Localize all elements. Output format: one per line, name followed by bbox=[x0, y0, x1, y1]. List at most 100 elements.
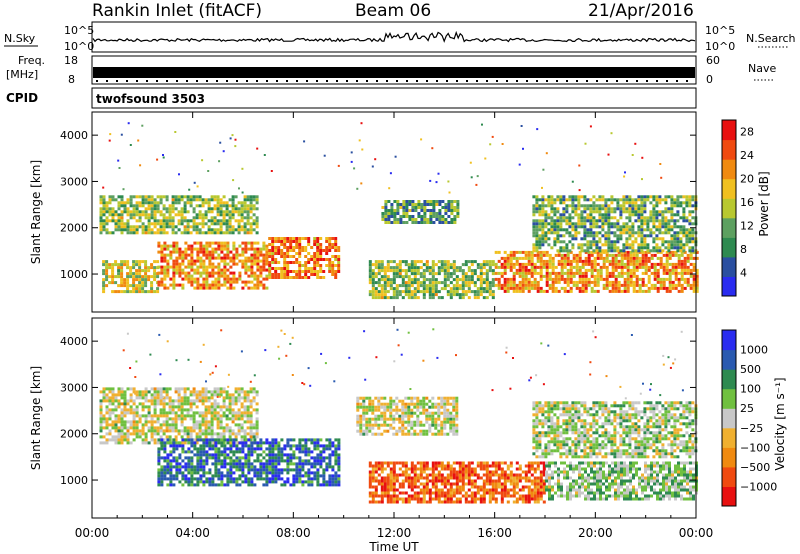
echo-cell bbox=[512, 253, 516, 257]
echo-cell bbox=[569, 289, 573, 293]
nave-dot bbox=[186, 80, 188, 82]
echo-cell bbox=[497, 277, 501, 281]
echo-cell bbox=[533, 286, 537, 290]
echo-cell bbox=[680, 259, 684, 263]
echo-cell bbox=[386, 296, 390, 300]
echo-cell bbox=[695, 271, 699, 275]
echo-cell bbox=[374, 423, 378, 427]
echo-cell bbox=[214, 265, 218, 269]
echo-cell bbox=[554, 289, 558, 293]
echo-cell bbox=[177, 429, 181, 433]
echo-cell bbox=[225, 201, 229, 205]
echo-cell bbox=[120, 402, 124, 406]
echo-cell bbox=[530, 271, 534, 275]
echo-cell bbox=[180, 216, 184, 220]
echo-cell bbox=[241, 265, 245, 269]
echo-cell bbox=[102, 441, 106, 445]
echo-cell bbox=[192, 402, 196, 406]
echo-cell bbox=[141, 198, 145, 202]
echo-cell bbox=[129, 405, 133, 409]
echo-cell bbox=[396, 218, 400, 221]
echo-cell bbox=[432, 221, 436, 224]
echo-cell bbox=[132, 408, 136, 412]
echo-cell bbox=[153, 266, 157, 270]
echo-cell bbox=[392, 420, 396, 424]
echo-cell bbox=[190, 247, 194, 251]
echo-cell bbox=[153, 231, 157, 235]
echo-cell bbox=[123, 390, 127, 394]
echo-cell bbox=[129, 198, 133, 202]
nave-dot bbox=[106, 80, 108, 82]
echo-cell bbox=[539, 259, 543, 263]
echo-cell bbox=[553, 201, 557, 205]
nave-dot bbox=[306, 80, 308, 82]
echo-cell bbox=[656, 262, 660, 266]
echo-cell bbox=[157, 471, 161, 475]
echo-cell bbox=[377, 296, 381, 300]
echo-cell bbox=[217, 438, 221, 442]
echo-cell bbox=[422, 284, 426, 288]
echo-cell bbox=[165, 219, 169, 223]
echo-cell bbox=[556, 222, 560, 226]
echo-cell bbox=[431, 293, 435, 297]
echo-cell bbox=[201, 231, 205, 235]
echo-cell bbox=[255, 195, 259, 199]
echo-cell bbox=[580, 213, 584, 217]
echo-cell bbox=[216, 420, 220, 424]
echo-cell bbox=[414, 209, 418, 212]
echo-cell bbox=[431, 287, 435, 291]
echo-cell bbox=[565, 210, 569, 214]
echo-cell bbox=[578, 164, 581, 167]
echo-cell bbox=[201, 411, 205, 415]
echo-cell bbox=[365, 408, 369, 412]
echo-cell bbox=[196, 265, 200, 269]
echo-cell bbox=[193, 259, 197, 263]
echo-cell bbox=[380, 417, 384, 421]
echo-cell bbox=[99, 231, 103, 235]
echo-cell bbox=[259, 253, 263, 257]
echo-cell bbox=[198, 222, 202, 226]
echo-cell bbox=[677, 280, 681, 284]
echo-cell bbox=[204, 405, 208, 409]
echo-cell bbox=[205, 268, 209, 272]
echo-cell bbox=[395, 408, 399, 412]
echo-cell bbox=[374, 414, 378, 418]
echo-cell bbox=[141, 231, 145, 235]
echo-cell bbox=[398, 408, 402, 412]
echo-cell bbox=[605, 277, 609, 281]
echo-cell bbox=[217, 477, 221, 481]
echo-cell bbox=[132, 399, 136, 403]
echo-cell bbox=[216, 426, 220, 430]
echo-cell bbox=[476, 290, 480, 294]
echo-cell bbox=[420, 218, 424, 221]
echo-cell bbox=[541, 225, 545, 229]
echo-cell bbox=[384, 218, 388, 221]
echo-cell bbox=[198, 432, 202, 436]
echo-cell bbox=[485, 278, 489, 282]
echo-cell bbox=[545, 268, 549, 272]
echo-cell bbox=[183, 426, 187, 430]
echo-cell bbox=[235, 462, 239, 466]
echo-cell bbox=[171, 204, 175, 208]
echo-cell bbox=[568, 249, 572, 253]
echo-cell bbox=[688, 228, 692, 232]
echo-cell bbox=[252, 435, 256, 439]
echo-cell bbox=[438, 215, 442, 218]
echo-cell bbox=[359, 417, 363, 421]
echo-cell bbox=[274, 270, 278, 273]
echo-cell bbox=[135, 225, 139, 229]
echo-cell bbox=[193, 447, 197, 451]
echo-cell bbox=[598, 204, 602, 208]
echo-cell bbox=[289, 276, 293, 279]
echo-cell bbox=[464, 293, 468, 297]
echo-cell bbox=[169, 453, 173, 457]
echo-cell bbox=[381, 206, 385, 209]
echo-cell bbox=[538, 198, 542, 202]
echo-cell bbox=[331, 270, 335, 273]
echo-cell bbox=[638, 265, 642, 269]
echo-cell bbox=[126, 207, 130, 211]
echo-cell bbox=[571, 210, 575, 214]
echo-cell bbox=[132, 390, 136, 394]
echo-cell bbox=[416, 402, 420, 406]
echo-cell bbox=[667, 243, 671, 247]
